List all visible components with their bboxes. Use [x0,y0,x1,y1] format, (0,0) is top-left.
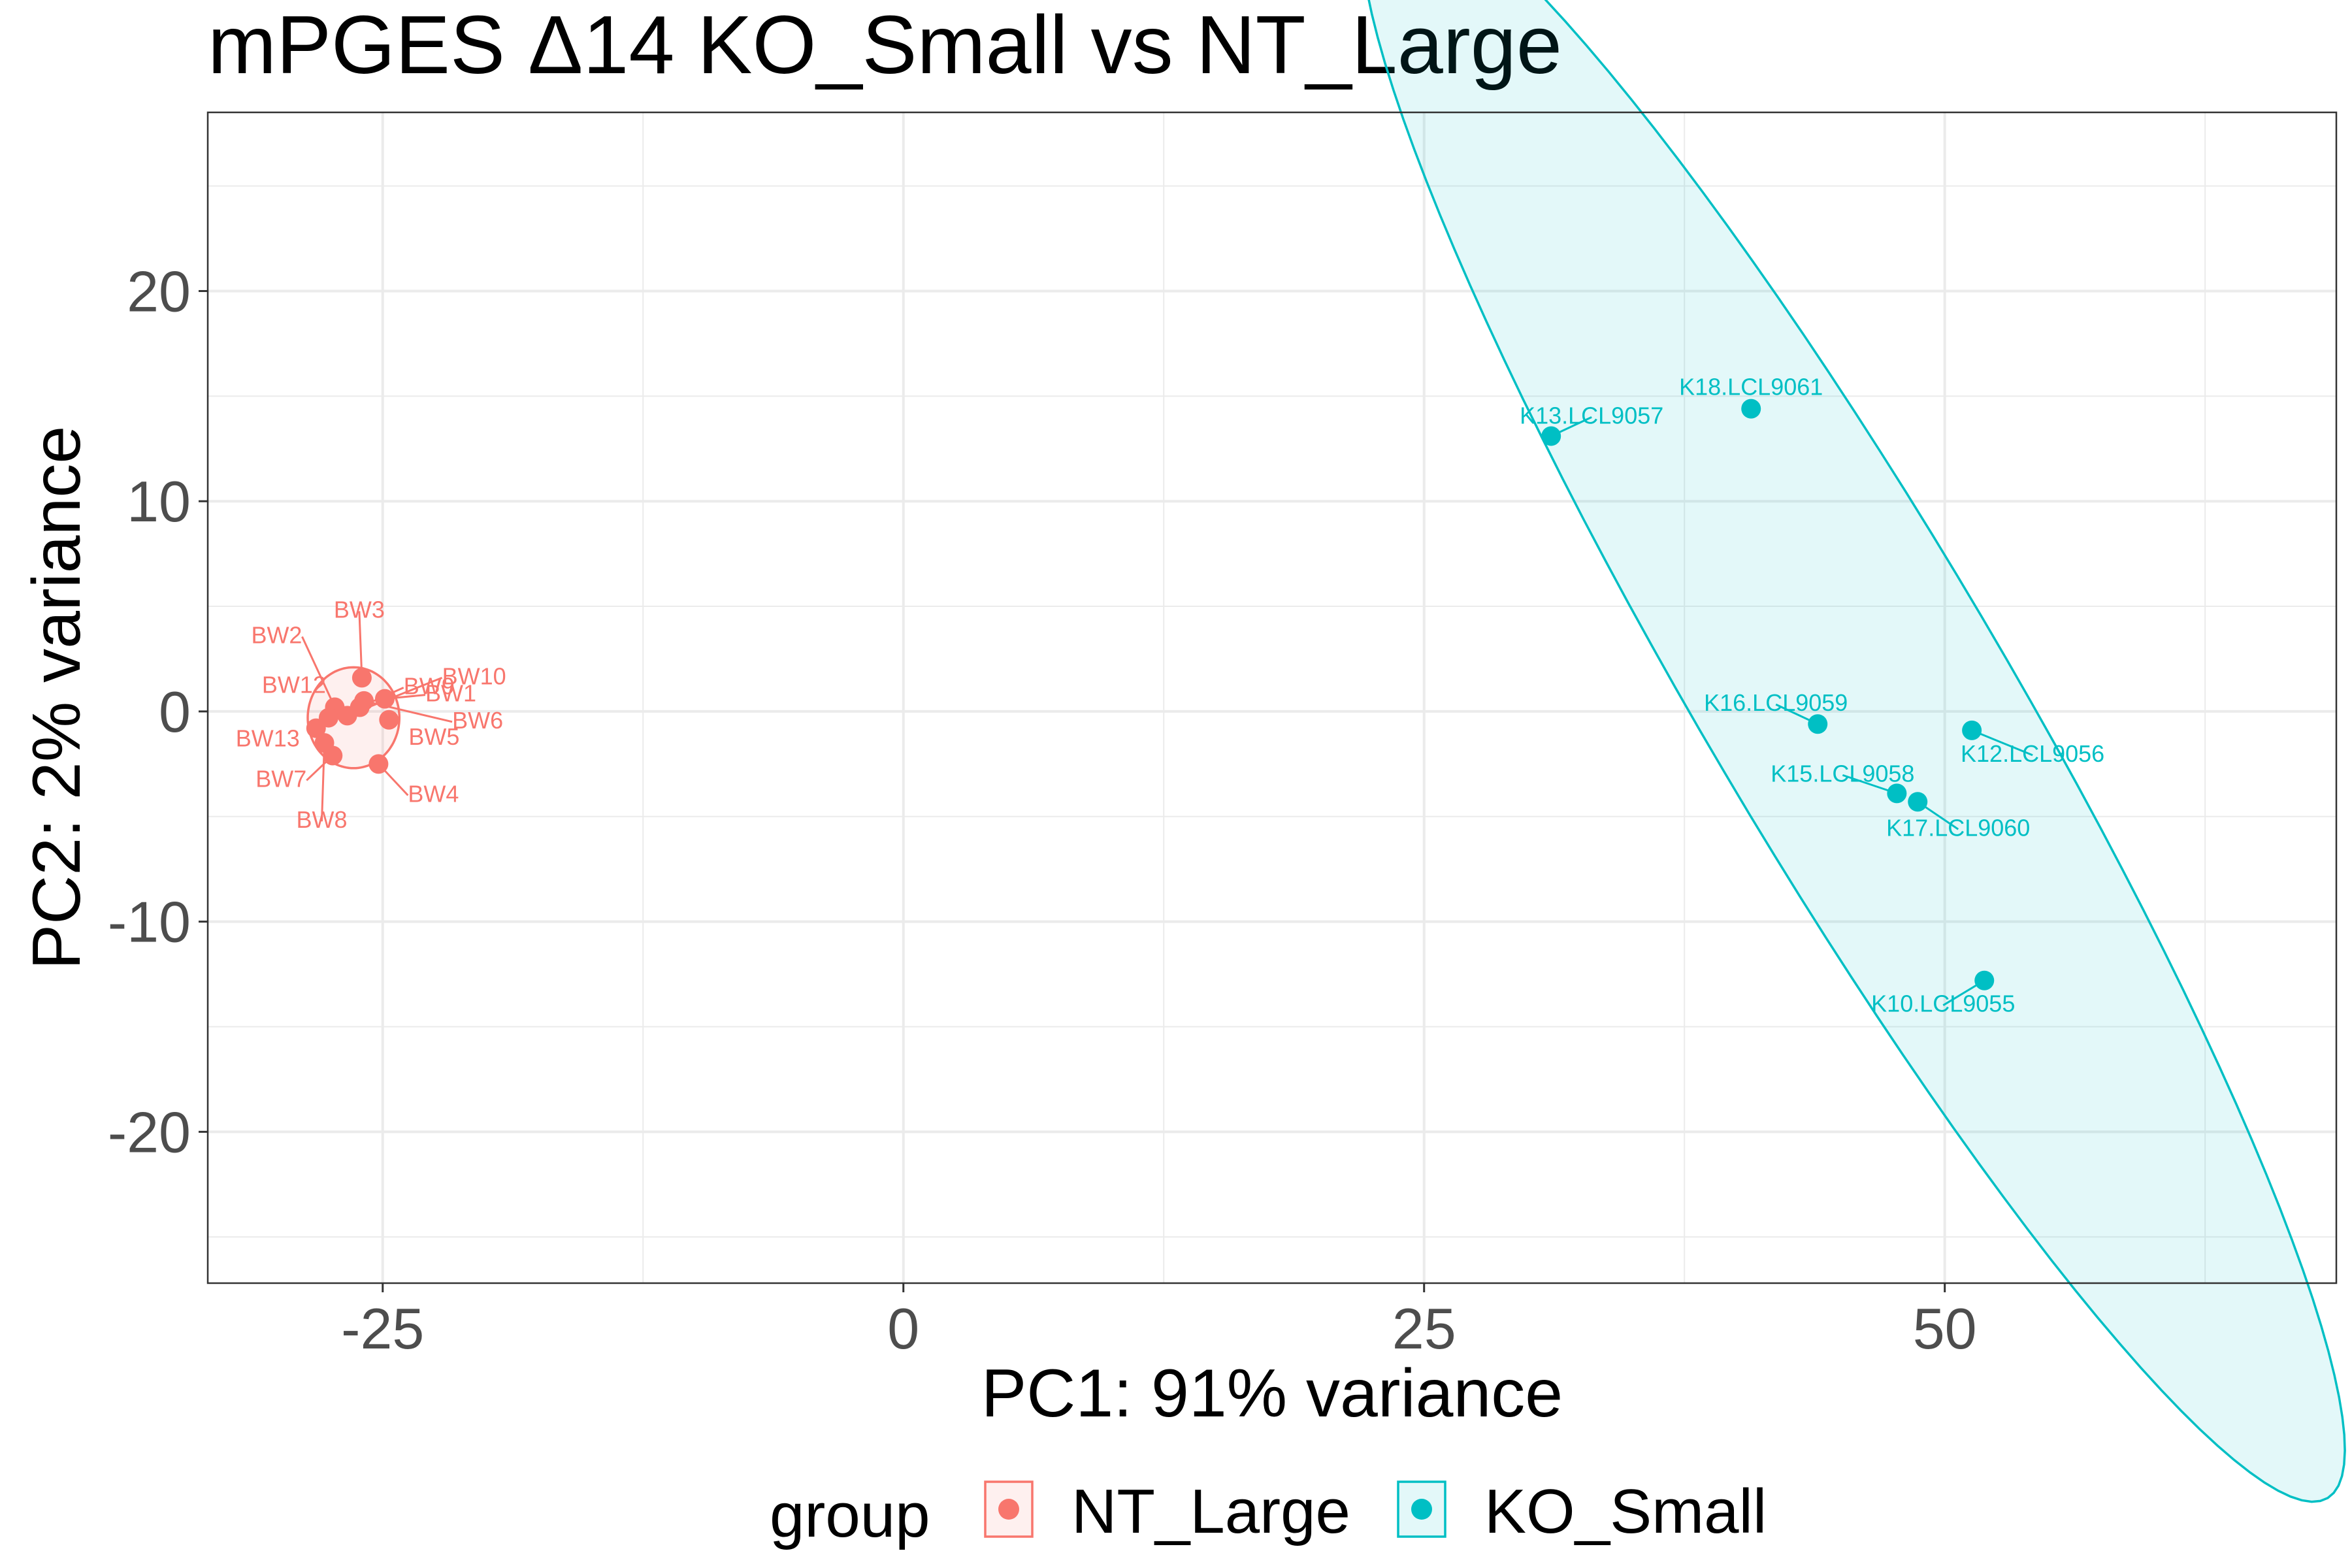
point-k15-lcl9058 [1887,783,1907,804]
point-bw13 [306,718,326,738]
point-label: K10.LCL9055 [1871,990,2015,1017]
point-label: BW5 [408,723,459,750]
legend-title: group [770,1480,930,1550]
y-tick-label: 10 [127,469,191,534]
point-label: BW7 [255,765,306,792]
data-points [306,399,1995,990]
y-tick-label: 0 [159,679,191,744]
legend-label: KO_Small [1484,1477,1767,1546]
point-bw5 [379,710,399,730]
chart-title: mPGES Δ14 KO_Small vs NT_Large [208,0,1562,91]
point-label: BW13 [236,725,300,752]
x-tick-label: 0 [887,1296,919,1361]
label-leader [1971,729,2033,757]
x-axis-ticks: -25 0 25 50 [341,1283,1977,1361]
point-k18-lcl9061 [1741,399,1761,419]
point-bw3 [351,668,372,688]
point-label: BW6 [452,707,503,734]
x-tick-label: 25 [1392,1296,1456,1361]
point-label: BW2 [251,621,302,648]
grid-lines [208,112,2336,1283]
plot-border [206,111,2338,1284]
x-tick-label: -25 [341,1296,424,1361]
legend-label: NT_Large [1071,1477,1350,1546]
point-label: K18.LCL9061 [1679,374,1823,400]
point-label: BW9 [404,672,455,699]
y-tick-label: 20 [127,259,191,323]
point-k10-lcl9055 [1974,970,1995,990]
point-label: K17.LCL9060 [1886,814,2030,841]
y-tick-label: -10 [108,890,191,955]
plot-background [208,112,2336,1283]
point-k12-lcl9056 [1962,720,1982,740]
point-bw4 [368,754,389,774]
y-axis-ticks: -20 -10 0 10 20 [108,259,208,1164]
point-label: BW12 [262,672,326,698]
label-leader [358,611,363,678]
x-tick-label: 50 [1913,1296,1977,1361]
point-label: BW1 [425,680,476,707]
label-leader [301,636,336,708]
point-label: BW3 [334,596,385,623]
point-k17-lcl9060 [1908,792,1928,812]
point-label: K15.LCL9058 [1771,760,1914,787]
legend-key-ko-small: KO_Small [1397,1477,1767,1546]
ellipse-ko-small [1367,0,2346,1503]
y-tick-label: -20 [108,1100,191,1164]
y-axis-title: PC2: 2% variance [19,426,95,970]
point-label: K16.LCL9059 [1704,689,1848,716]
point-k16-lcl9059 [1808,714,1828,734]
legend-key-nt-large: NT_Large [984,1477,1350,1546]
point-k13-lcl9057 [1541,426,1561,446]
legend-marker [1411,1499,1432,1520]
point-bw10 [337,706,357,726]
point-label: BW8 [297,806,348,833]
legend-marker [998,1499,1019,1520]
x-axis-title: PC1: 91% variance [981,1356,1563,1431]
point-bw8 [314,733,335,753]
point-label: K13.LCL9057 [1520,402,1663,429]
legend: group NT_Large KO_Small [770,1477,1767,1550]
point-bw1 [374,689,395,709]
point-label: K12.LCL9056 [1961,740,2104,767]
point-label: BW4 [408,780,459,807]
point-label: BW10 [442,662,506,689]
